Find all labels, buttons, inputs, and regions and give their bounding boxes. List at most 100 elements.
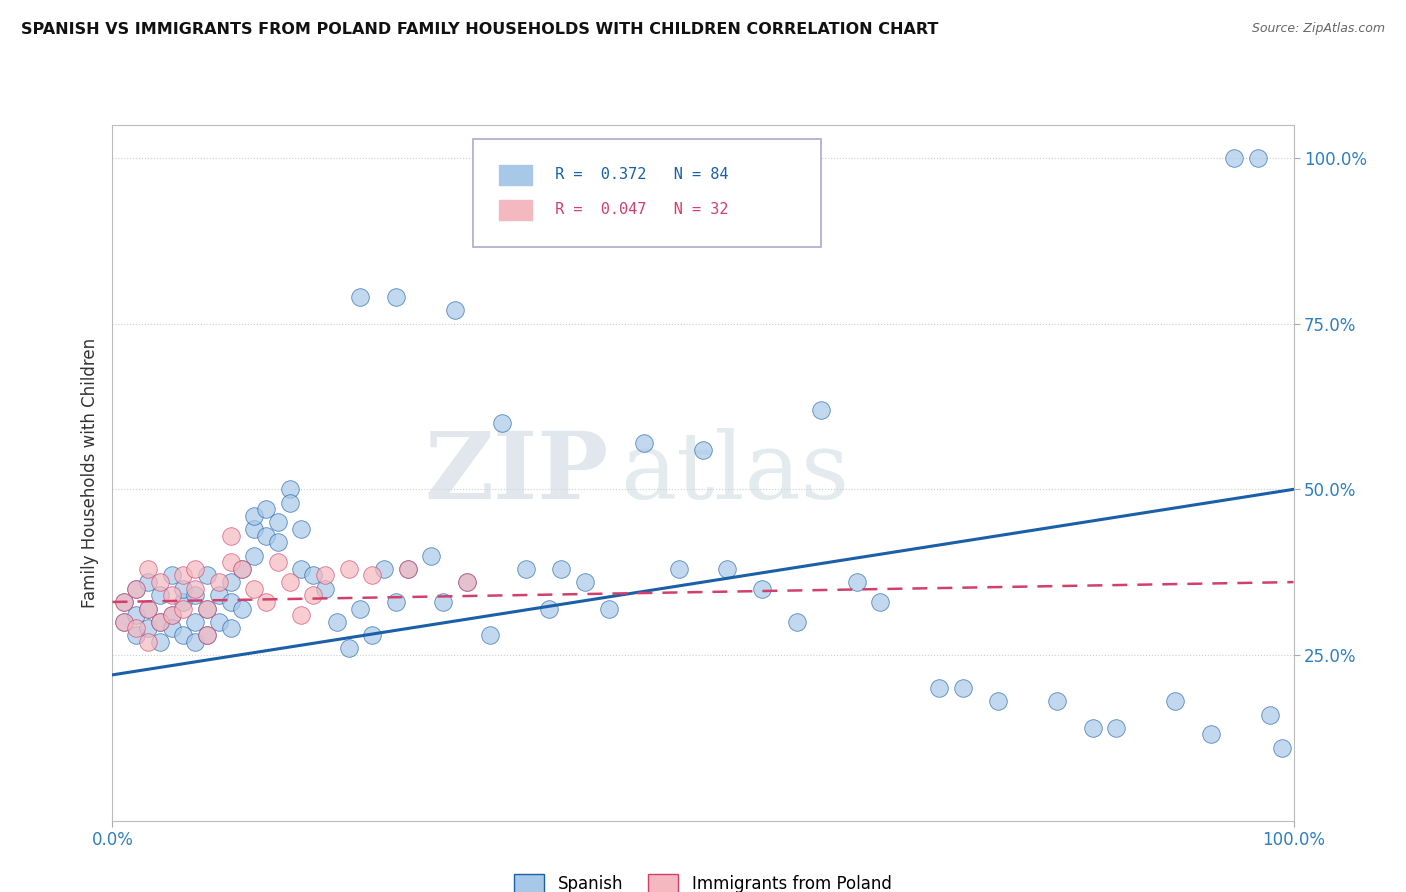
Point [172, 568, 194, 582]
Point [574, 575, 596, 590]
Point [326, 615, 349, 629]
Point [219, 595, 242, 609]
Point [290, 562, 312, 576]
Point [314, 582, 336, 596]
Point [149, 615, 172, 629]
Point [160, 622, 183, 636]
Point [550, 562, 572, 576]
Point [456, 575, 478, 590]
Point [267, 535, 290, 549]
Point [160, 608, 183, 623]
Point [231, 562, 253, 576]
Point [361, 628, 384, 642]
Point [172, 601, 194, 615]
Point [208, 615, 231, 629]
Point [337, 641, 360, 656]
Text: ZIP: ZIP [425, 428, 609, 517]
Point [1164, 694, 1187, 708]
Point [195, 628, 218, 642]
Point [952, 681, 974, 695]
Point [337, 562, 360, 576]
Point [149, 615, 172, 629]
Point [184, 582, 207, 596]
Point [267, 555, 290, 569]
Point [538, 601, 561, 615]
Point [172, 595, 194, 609]
Point [243, 549, 266, 563]
Point [385, 290, 408, 304]
Point [172, 628, 194, 642]
Point [125, 608, 148, 623]
Point [231, 601, 253, 615]
Point [195, 601, 218, 615]
Point [692, 442, 714, 457]
Point [290, 608, 312, 623]
Point [125, 582, 148, 596]
Legend: Spanish, Immigrants from Poland: Spanish, Immigrants from Poland [508, 867, 898, 892]
Point [1258, 707, 1281, 722]
Point [668, 562, 690, 576]
Point [208, 575, 231, 590]
Point [184, 588, 207, 602]
Point [184, 615, 207, 629]
Point [125, 622, 148, 636]
Point [1247, 151, 1270, 165]
Point [160, 568, 183, 582]
Point [278, 575, 301, 590]
Point [1199, 727, 1222, 741]
Point [396, 562, 419, 576]
Point [125, 582, 148, 596]
Point [267, 516, 290, 530]
Point [716, 562, 738, 576]
Point [219, 555, 242, 569]
Point [302, 588, 325, 602]
Point [1223, 151, 1246, 165]
Point [373, 562, 395, 576]
Text: SPANISH VS IMMIGRANTS FROM POLAND FAMILY HOUSEHOLDS WITH CHILDREN CORRELATION CH: SPANISH VS IMMIGRANTS FROM POLAND FAMILY… [21, 22, 938, 37]
Bar [499, 200, 531, 219]
Point [195, 601, 218, 615]
Point [633, 436, 655, 450]
Point [1271, 740, 1294, 755]
Point [112, 615, 135, 629]
Point [243, 582, 266, 596]
Point [254, 502, 277, 516]
Point [149, 588, 172, 602]
Point [149, 634, 172, 648]
Point [112, 595, 135, 609]
Point [786, 615, 808, 629]
Point [290, 522, 312, 536]
Point [243, 508, 266, 523]
Point [491, 416, 513, 430]
Point [845, 575, 868, 590]
Point [314, 568, 336, 582]
Point [1046, 694, 1069, 708]
Point [136, 601, 159, 615]
Point [432, 595, 454, 609]
Point [515, 562, 537, 576]
Bar [499, 165, 531, 185]
Point [278, 483, 301, 497]
Point [112, 595, 135, 609]
Point [479, 628, 502, 642]
Point [361, 568, 384, 582]
Point [136, 575, 159, 590]
Point [136, 601, 159, 615]
Text: R =  0.372   N = 84: R = 0.372 N = 84 [546, 168, 728, 183]
Point [1081, 721, 1104, 735]
Point [184, 562, 207, 576]
Text: atlas: atlas [620, 428, 849, 517]
Point [219, 529, 242, 543]
Point [136, 634, 159, 648]
Point [149, 575, 172, 590]
Text: R =  0.047   N = 32: R = 0.047 N = 32 [546, 202, 728, 218]
Point [278, 495, 301, 509]
Point [385, 595, 408, 609]
Point [231, 562, 253, 576]
Point [349, 601, 371, 615]
Point [420, 549, 443, 563]
Point [396, 562, 419, 576]
Point [1105, 721, 1128, 735]
Point [160, 608, 183, 623]
Y-axis label: Family Households with Children: Family Households with Children [80, 338, 98, 607]
